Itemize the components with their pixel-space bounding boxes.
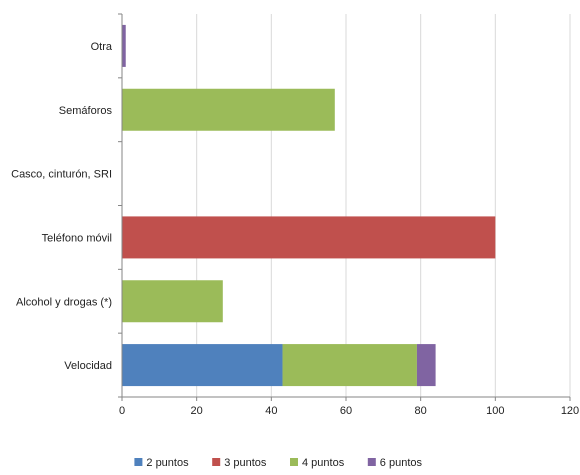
legend-label: 6 puntos bbox=[380, 457, 423, 469]
y-tick-label: Alcohol y drogas (*) bbox=[16, 296, 112, 308]
x-tick-label: 80 bbox=[415, 405, 427, 417]
bar-segment bbox=[282, 344, 417, 387]
legend-swatch bbox=[212, 458, 221, 466]
bars bbox=[122, 24, 496, 387]
legend-label: 4 puntos bbox=[302, 457, 345, 469]
legend-swatch bbox=[367, 458, 376, 466]
bar-segment bbox=[122, 216, 496, 259]
x-tick-label: 0 bbox=[119, 405, 125, 417]
legend-label: 2 puntos bbox=[146, 457, 189, 469]
y-tick-label: Teléfono móvil bbox=[42, 232, 112, 244]
bar-segment bbox=[416, 344, 436, 387]
bar-segment bbox=[122, 88, 335, 131]
y-tick-label: Semáforos bbox=[59, 105, 113, 117]
gridlines bbox=[196, 14, 571, 397]
x-tick-label: 120 bbox=[561, 405, 579, 417]
bar-segment bbox=[122, 280, 223, 323]
y-tick-label: Velocidad bbox=[64, 360, 112, 372]
y-tick-label: Otra bbox=[91, 41, 113, 53]
x-tick-label: 60 bbox=[340, 405, 352, 417]
legend-swatch bbox=[134, 458, 143, 466]
legend: 2 puntos 3 puntos 4 puntos 6 puntos bbox=[134, 457, 423, 469]
legend-label: 3 puntos bbox=[224, 457, 267, 469]
bar-segment bbox=[122, 24, 126, 67]
x-tick-label: 40 bbox=[265, 405, 277, 417]
x-tick-label: 20 bbox=[191, 405, 203, 417]
axes: 0 20 40 60 80 100 120 Velocidad Alcohol y drogas… bbox=[11, 13, 579, 417]
y-tick-label: Casco, cinturón, SRI bbox=[11, 169, 112, 181]
bar-segment bbox=[122, 344, 283, 387]
x-tick-label: 100 bbox=[486, 405, 504, 417]
legend-swatch bbox=[290, 458, 298, 466]
